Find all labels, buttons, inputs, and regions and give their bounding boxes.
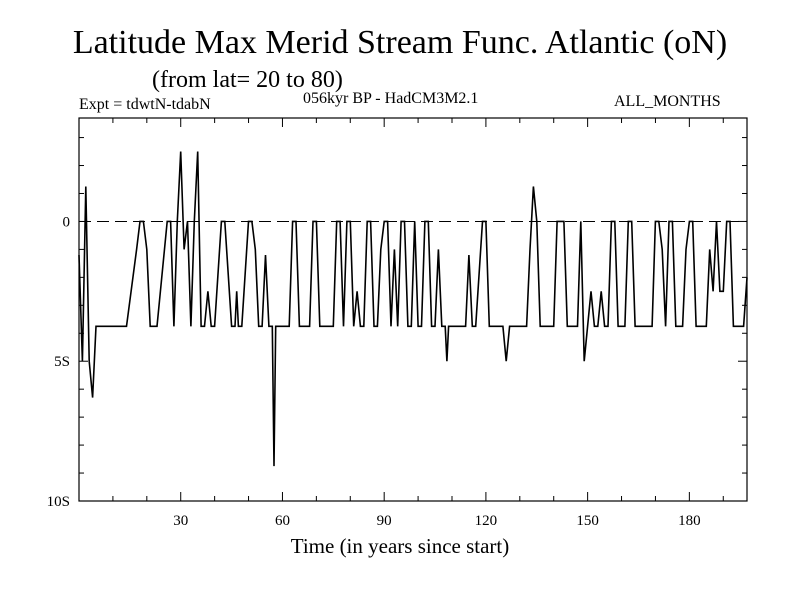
chart-subtitle: (from lat= 20 to 80) <box>152 67 343 93</box>
x-tick-label: 90 <box>377 513 392 529</box>
x-tick-label: 150 <box>576 513 599 529</box>
y-tick-label: 10S <box>47 494 70 510</box>
axis-ticks <box>79 118 747 502</box>
plot-frame <box>78 117 748 502</box>
chart-title: Latitude Max Merid Stream Func. Atlantic… <box>72 24 728 61</box>
x-tick-label: 180 <box>678 513 701 529</box>
x-axis-label: Time (in years since start) <box>290 534 510 558</box>
y-tick-label: 0 <box>63 214 71 230</box>
x-tick-label: 60 <box>275 513 290 529</box>
tick-labels: 30 60 90 120 150 180 0 5S 10S <box>47 214 701 529</box>
series-line <box>78 151 748 467</box>
x-tick-label: 120 <box>475 513 498 529</box>
x-tick-label: 30 <box>173 513 188 529</box>
period-label: ALL_MONTHS <box>614 93 721 110</box>
run-label: 056kyr BP - HadCM3M2.1 <box>303 90 479 107</box>
y-tick-label: 5S <box>54 354 70 370</box>
experiment-label: Expt = tdwtN-tdabN <box>79 96 211 113</box>
